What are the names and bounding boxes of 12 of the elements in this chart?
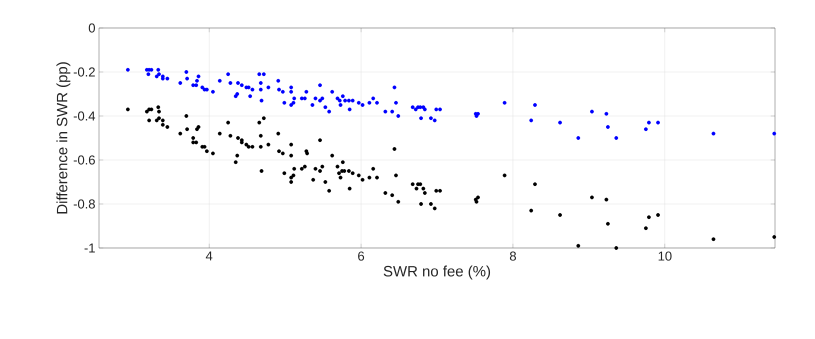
y-tick-label: 0	[88, 23, 95, 33]
y-tick-label: -0.2	[74, 67, 95, 77]
y-tick-label: -1	[84, 244, 95, 252]
y-tick-label: -0.6	[74, 155, 95, 165]
x-tick-label: 6	[358, 252, 364, 261]
x-tick-label: 4	[206, 252, 212, 260]
x-tick-label: 10	[658, 252, 672, 261]
y-tick-label: -0.8	[74, 199, 95, 209]
x-tick-label: 8	[510, 252, 516, 261]
x-axis-title: SWR no fee (%)	[384, 266, 490, 280]
y-tick-label: -0.4	[74, 111, 96, 121]
y-axis-title: Difference in SWR (pp)	[56, 62, 70, 214]
